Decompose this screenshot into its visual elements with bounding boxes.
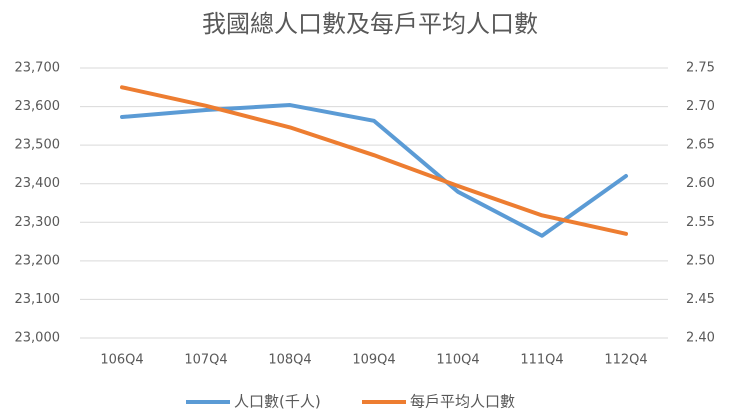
x-tick-label: 108Q4 xyxy=(268,353,311,368)
y2-tick-label: 2.65 xyxy=(686,138,715,153)
legend-label: 每戶平均人口數 xyxy=(410,393,515,411)
series-line xyxy=(120,85,628,236)
y-tick-label: 23,500 xyxy=(15,138,61,153)
y-tick-label: 23,000 xyxy=(15,331,61,346)
y-tick-label: 23,600 xyxy=(15,99,61,114)
x-tick-label: 107Q4 xyxy=(184,353,227,368)
y2-tick-label: 2.40 xyxy=(686,331,715,346)
chart-title: 我國總人口數及每戶平均人口數 xyxy=(202,10,538,38)
x-tick-label: 111Q4 xyxy=(520,353,563,368)
y-tick-label: 23,300 xyxy=(15,215,61,230)
y2-tick-label: 2.45 xyxy=(686,292,715,307)
x-tick-label: 112Q4 xyxy=(604,353,647,368)
legend-label: 人口數(千人) xyxy=(234,393,321,411)
y2-tick-label: 2.75 xyxy=(686,61,715,76)
x-tick-label: 106Q4 xyxy=(100,353,143,368)
y-tick-label: 23,700 xyxy=(15,61,61,76)
y2-tick-label: 2.70 xyxy=(686,99,715,114)
x-tick-label: 110Q4 xyxy=(436,353,479,368)
y-tick-label: 23,100 xyxy=(15,292,61,307)
y2-tick-label: 2.55 xyxy=(686,215,715,230)
y2-tick-label: 2.50 xyxy=(686,253,715,268)
y-tick-label: 23,200 xyxy=(15,253,61,268)
x-tick-label: 109Q4 xyxy=(352,353,395,368)
y-tick-label: 23,400 xyxy=(15,176,61,191)
series-line xyxy=(120,103,628,238)
y2-tick-label: 2.60 xyxy=(686,176,715,191)
